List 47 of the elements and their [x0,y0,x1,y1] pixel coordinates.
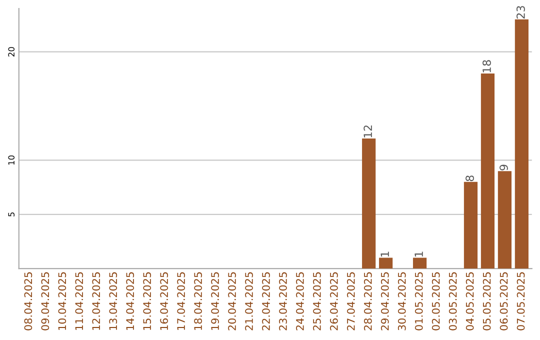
x-tick-label: 08.04.2025 [24,272,32,330]
data-label: 1 [380,252,389,257]
x-tick-label: 26.04.2025 [330,272,338,330]
x-tick-label: 07.05.2025 [516,272,525,330]
x-tick-label: 19.04.2025 [211,272,219,330]
data-label: 1 [414,252,423,257]
y-tick-label: 20 [8,47,15,57]
x-tick-label: 05.05.2025 [482,272,491,330]
x-tick-label: 23.04.2025 [279,272,287,330]
bar [498,171,512,269]
x-tick-label: 09.04.2025 [41,272,50,330]
x-tick-label: 04.05.2025 [466,272,474,330]
x-tick-label: 27.04.2025 [346,272,355,330]
x-tick-label: 30.04.2025 [398,272,406,330]
x-tick-label: 14.04.2025 [126,272,134,330]
x-tick-label: 02.05.2025 [432,272,440,330]
x-tick-label: 17.04.2025 [177,272,185,330]
data-label: 18 [482,60,491,72]
x-tick-label: 06.05.2025 [500,272,508,330]
x-tick-label: 21.04.2025 [245,272,253,330]
data-label: 12 [364,126,372,138]
x-tick-label: 24.04.2025 [296,272,304,330]
y-tick-label: 10 [8,155,15,165]
x-tick-label: 01.05.2025 [414,272,423,330]
x-tick-label: 20.04.2025 [228,272,236,330]
data-label: 8 [466,176,474,182]
bar [514,19,529,269]
y-tick-label: 5 [8,212,15,216]
x-tick-label: 10.04.2025 [58,272,66,330]
x-tick-label: 16.04.2025 [160,272,168,330]
x-tick-label: 11.04.2025 [75,272,84,330]
x-tick-label: 28.04.2025 [364,272,372,330]
x-tick-label: 29.04.2025 [380,272,389,330]
x-tick-label: 12.04.2025 [92,272,100,330]
x-tick-label: 25.04.2025 [313,272,321,330]
bar [480,74,495,269]
bar [412,258,427,269]
bar [464,182,478,269]
x-tick-label: 22.04.2025 [262,272,270,330]
x-tick-label: 15.04.2025 [143,272,152,330]
x-tick-label: 18.04.2025 [194,272,202,330]
data-label: 9 [500,164,508,170]
x-tick-label: 13.04.2025 [109,272,118,330]
bar [362,138,376,269]
data-label: 23 [516,6,525,19]
x-tick-label: 03.05.2025 [448,272,457,330]
bar [379,258,393,269]
